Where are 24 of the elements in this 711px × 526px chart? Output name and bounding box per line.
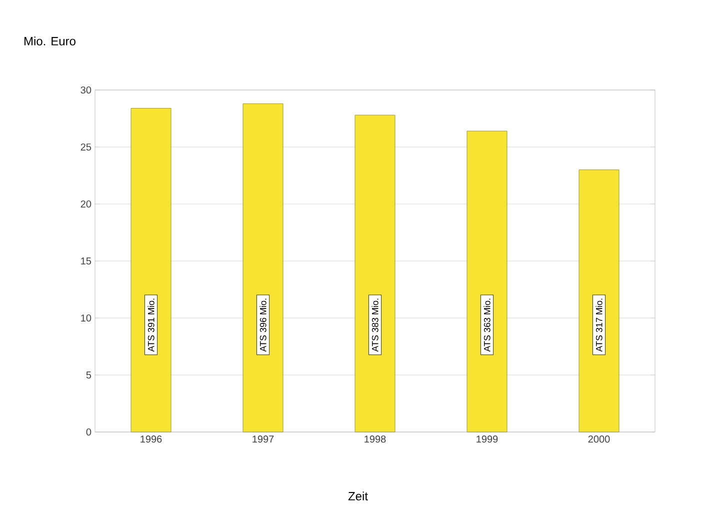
y-tick-label: 15 (81, 258, 92, 264)
data-label: ATS 391 Mio. (148, 298, 154, 352)
x-axis-title: Zeit (348, 492, 368, 500)
x-tick-label: 1996 (140, 436, 162, 443)
y-axis-title: Mio. Euro (24, 36, 76, 46)
x-tick-label: 1997 (252, 436, 274, 443)
y-tick-label: 5 (86, 372, 92, 378)
y-tick-label: 20 (80, 200, 92, 208)
bar (578, 170, 620, 432)
y-tick-label: 10 (81, 314, 92, 322)
x-tick-label: 2000 (588, 436, 610, 443)
y-tick-label: 30 (80, 86, 92, 94)
y-tick-label: 25 (80, 143, 92, 151)
bar (242, 103, 284, 432)
data-label: ATS 363 Mio. (484, 298, 490, 352)
x-tick-label: 1999 (476, 436, 498, 443)
data-label: ATS 317 Mio. (596, 298, 602, 352)
bar (354, 114, 396, 432)
data-label: ATS 396 Mio. (260, 298, 266, 352)
bar (466, 130, 508, 432)
bar (130, 108, 172, 432)
y-tick-label: 0 (86, 428, 92, 436)
x-tick-label: 1998 (364, 436, 386, 443)
data-label: ATS 383 Mio. (372, 298, 378, 352)
